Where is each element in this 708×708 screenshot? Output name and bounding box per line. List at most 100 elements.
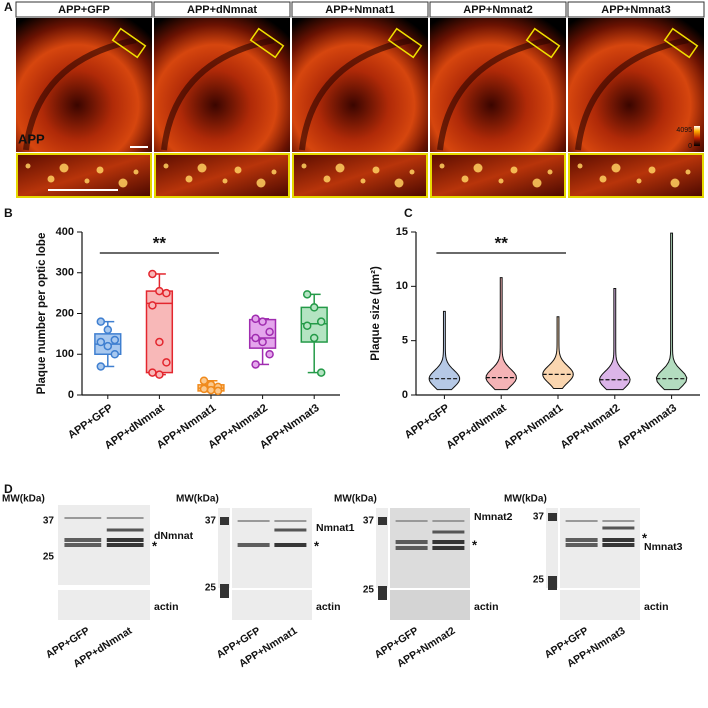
x-tick-label: APP+GFP xyxy=(403,402,452,441)
data-point xyxy=(96,317,106,326)
x-tick-label: APP+Nmnat2 xyxy=(558,402,622,452)
star: * xyxy=(314,538,320,553)
mw-marker: 25 xyxy=(205,583,217,594)
colorbar-min: 0 xyxy=(688,143,692,150)
data-point xyxy=(155,370,164,379)
plaque-spot xyxy=(648,166,656,174)
plaque-spot xyxy=(222,178,228,184)
data-point xyxy=(199,384,209,394)
lobe-layer xyxy=(437,37,551,151)
data-point xyxy=(103,341,113,351)
plaque-spot xyxy=(163,163,169,169)
protein-label: Nmnat2 xyxy=(474,511,513,523)
plaque-spot xyxy=(611,163,621,173)
mw-marker: 37 xyxy=(43,516,55,527)
ladder-band xyxy=(220,584,229,598)
violin xyxy=(485,277,517,391)
faint-band xyxy=(565,520,598,522)
plaque-spot xyxy=(461,175,469,183)
x-tick-label: APP+dNmnat xyxy=(444,402,508,452)
data-point xyxy=(96,362,106,371)
y-tick-label: 100 xyxy=(56,348,74,360)
protein-band xyxy=(565,538,598,542)
mw-marker: 37 xyxy=(205,516,217,527)
protein-band xyxy=(395,546,428,550)
title-box xyxy=(567,1,705,18)
mw-label: MW(kDa) xyxy=(334,494,377,505)
ladder-band xyxy=(378,517,387,525)
plaque-spot xyxy=(439,163,445,169)
plaque-spot xyxy=(335,163,345,173)
faint-band xyxy=(602,520,635,522)
significance-label: ** xyxy=(153,233,167,252)
loading-label: actin xyxy=(316,601,341,613)
data-point xyxy=(258,317,267,326)
protein-label: Nmnat3 xyxy=(644,541,683,553)
loading-label: actin xyxy=(474,601,499,613)
panel-label: C xyxy=(404,206,413,220)
panel-label: B xyxy=(4,206,13,220)
y-tick-label: 200 xyxy=(56,307,74,319)
plaque-spot xyxy=(498,178,504,184)
plaque-spot xyxy=(197,163,207,173)
data-point xyxy=(251,360,260,369)
panel-label: A xyxy=(4,0,13,14)
y-tick-label: 400 xyxy=(56,226,74,238)
plaque-spot xyxy=(409,169,415,175)
data-point xyxy=(258,337,267,347)
protein-band xyxy=(602,543,635,547)
star: * xyxy=(472,537,478,552)
y-tick-label: 15 xyxy=(396,226,408,238)
protein-band xyxy=(274,528,307,532)
image-title: APP+Nmnat2 xyxy=(463,4,532,16)
title-box xyxy=(429,1,567,18)
colorbar xyxy=(694,126,700,146)
title-box xyxy=(15,1,153,18)
zoom-image xyxy=(154,153,290,198)
plaque-spot xyxy=(547,169,553,175)
y-tick-label: 300 xyxy=(56,267,74,279)
data-point xyxy=(251,333,260,343)
ladder xyxy=(376,508,388,588)
plaque-spot xyxy=(473,163,483,173)
protein-band xyxy=(432,530,465,534)
image-title: APP+Nmnat1 xyxy=(325,4,394,16)
x-tick-label: APP+Nmnat3 xyxy=(615,402,679,452)
zoom-region xyxy=(663,27,699,59)
protein-band xyxy=(237,543,270,547)
ladder-band xyxy=(220,517,229,525)
protein-band xyxy=(432,540,465,544)
plaque-spot xyxy=(96,166,104,174)
plaque-spot xyxy=(510,166,518,174)
mw-label: MW(kDa) xyxy=(504,494,547,505)
data-point xyxy=(213,386,223,396)
star: * xyxy=(152,538,158,553)
data-point xyxy=(148,269,157,279)
plaque-spot xyxy=(360,178,366,184)
protein-band xyxy=(602,526,635,530)
plaque-spot xyxy=(185,175,193,183)
loading-label: actin xyxy=(644,601,669,613)
y-tick-label: 0 xyxy=(402,389,408,401)
zoom-image xyxy=(430,153,566,198)
plaque-spot xyxy=(323,175,331,183)
zoom-region xyxy=(525,27,561,59)
stain-label: APP xyxy=(18,131,45,146)
lobe-layer xyxy=(299,37,413,151)
data-point xyxy=(110,335,120,345)
data-point xyxy=(96,337,106,347)
data-point xyxy=(265,327,274,337)
y-axis-label: Plaque number per optic lobe xyxy=(36,233,48,395)
violin xyxy=(542,316,574,389)
faint-band xyxy=(237,520,270,522)
protein-band xyxy=(565,543,598,547)
protein-band xyxy=(274,543,307,547)
title-box xyxy=(153,1,291,18)
data-point xyxy=(309,333,319,343)
plaque-spot xyxy=(636,178,642,184)
violin xyxy=(655,232,688,391)
zoom-image xyxy=(16,153,152,198)
loading-label: actin xyxy=(154,601,179,613)
colorbar-max: 4095 xyxy=(676,127,692,134)
